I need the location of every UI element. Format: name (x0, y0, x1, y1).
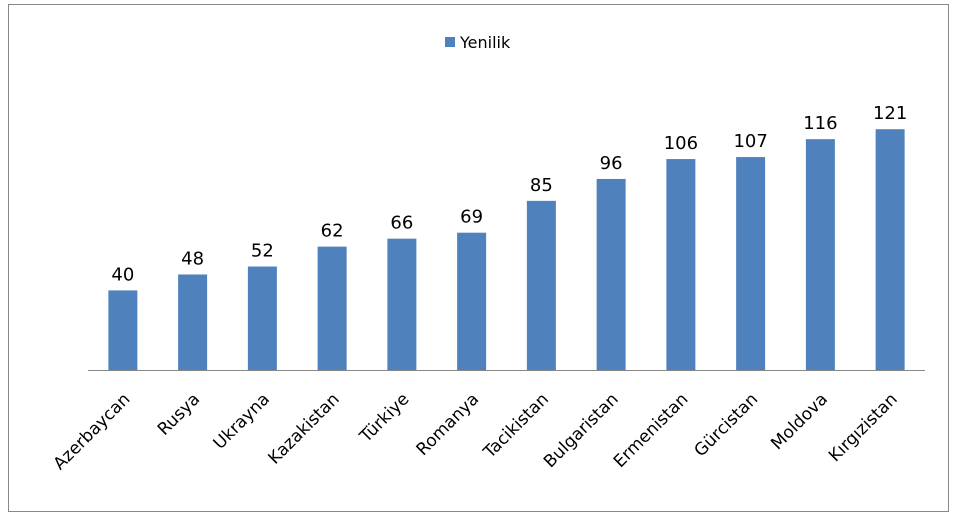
bar (736, 157, 766, 370)
bar (875, 129, 905, 370)
data-label: 62 (321, 221, 344, 242)
bar (108, 290, 138, 370)
bar (387, 238, 417, 370)
data-label: 96 (600, 153, 623, 174)
bar (666, 159, 696, 370)
bar (596, 178, 626, 370)
legend-label: Yenilik (459, 33, 511, 52)
data-label: 106 (664, 133, 698, 154)
data-label: 107 (733, 131, 767, 152)
data-label: 40 (111, 264, 134, 285)
data-label: 48 (181, 248, 204, 269)
data-label: 69 (460, 207, 483, 228)
legend-swatch (445, 37, 455, 47)
bar (457, 232, 487, 370)
data-label: 52 (251, 241, 274, 262)
bar (317, 246, 347, 370)
bar (178, 274, 208, 370)
bar (526, 200, 556, 370)
bar (247, 266, 277, 370)
data-label: 116 (803, 113, 837, 134)
bar (805, 139, 835, 370)
data-label: 85 (530, 175, 553, 196)
data-label: 121 (873, 103, 907, 124)
data-label: 66 (390, 213, 413, 234)
